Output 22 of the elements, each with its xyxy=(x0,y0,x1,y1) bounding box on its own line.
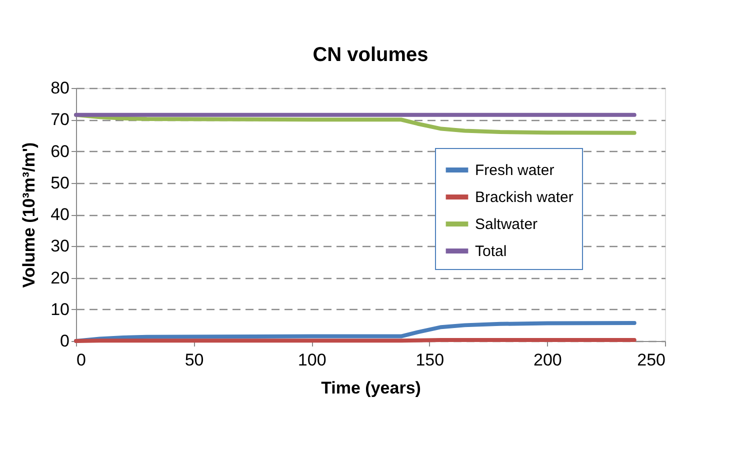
x-axis-title: Time (years) xyxy=(321,378,421,398)
y-tick-label: 60 xyxy=(50,142,70,161)
legend-label: Fresh water xyxy=(475,162,554,179)
x-tick-label: 100 xyxy=(298,350,326,370)
y-axis-title: Volume (10³m³/m') xyxy=(20,142,39,288)
y-tick-label: 0 xyxy=(60,332,70,350)
x-tick-label: 50 xyxy=(184,350,204,370)
x-tick-label: 150 xyxy=(416,350,444,370)
y-tick-label: 80 xyxy=(50,78,70,98)
y-tick-label: 10 xyxy=(50,300,70,319)
y-tick-label: 50 xyxy=(50,173,70,192)
x-tick-label: 200 xyxy=(534,350,562,370)
x-tick-label: 0 xyxy=(76,350,86,370)
y-tick-label: 40 xyxy=(50,205,70,224)
legend-label: Total xyxy=(475,243,507,260)
x-tick-label: 250 xyxy=(637,350,666,370)
y-tick-label: 30 xyxy=(50,236,70,256)
legend-label: Saltwater xyxy=(475,216,538,233)
legend-label: Brackish water xyxy=(475,189,574,206)
y-tick-label: 20 xyxy=(50,268,70,288)
chart-title: CN volumes xyxy=(312,44,428,66)
y-tick-label: 70 xyxy=(50,110,70,130)
